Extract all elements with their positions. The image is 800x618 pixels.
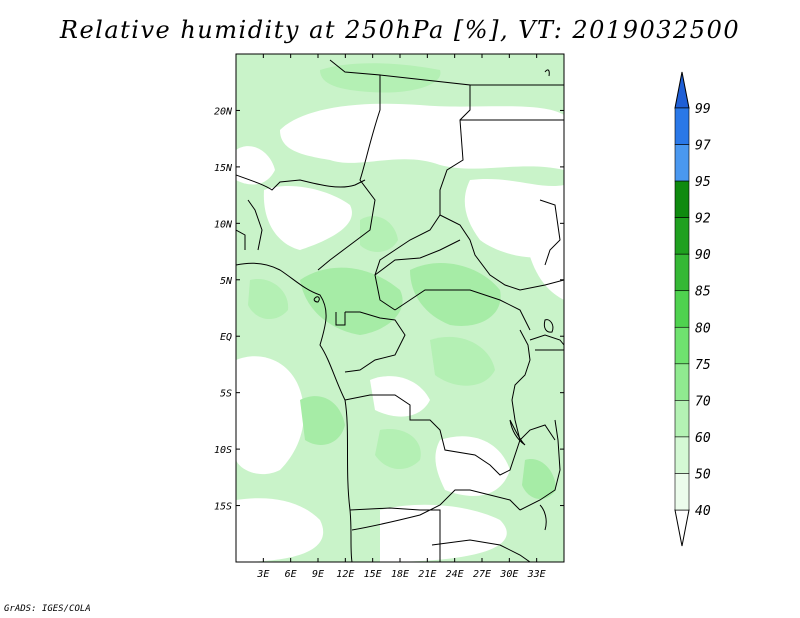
- credit-label: GrADS: IGES/COLA: [4, 604, 91, 614]
- moist-region: [410, 262, 501, 326]
- moist-region: [430, 336, 495, 386]
- colorbar-arrow-bottom: [674, 509, 690, 547]
- colorbar-level-label: 97: [695, 139, 711, 154]
- chart-title: Relative humidity at 250hPa [%], VT: 201…: [59, 16, 741, 44]
- lon-tick-label: 21E: [418, 569, 436, 580]
- colorbar-segment: [674, 473, 690, 511]
- coastline: [236, 262, 353, 562]
- colorbar-segment: [674, 363, 690, 401]
- colorbar-arrow-top: [674, 71, 690, 109]
- latitude-axis: 20N 15N 10N 5N EQ 5S 10S 15S: [214, 106, 564, 513]
- colorbar-level-label: 60: [695, 431, 711, 446]
- moist-region: [248, 279, 289, 320]
- colorbar-segment: [674, 400, 690, 438]
- colorbar-level-label: 95: [695, 175, 711, 190]
- colorbar-segment: [674, 217, 690, 255]
- lon-tick-label: 3E: [256, 569, 269, 580]
- lon-tick-label: 24E: [446, 569, 464, 580]
- colorbar-segment: [674, 144, 690, 182]
- border: [349, 507, 441, 562]
- border: [519, 419, 561, 511]
- lon-tick-label: 12E: [336, 569, 354, 580]
- border: [236, 174, 366, 191]
- lon-tick-label: 27E: [473, 569, 491, 580]
- lat-tick-label: 10N: [214, 219, 233, 230]
- colorbar-level-label: 92: [695, 212, 711, 227]
- border: [247, 199, 263, 251]
- moist-region: [522, 459, 556, 500]
- dry-region: [263, 185, 352, 250]
- dry-region: [236, 146, 275, 185]
- lat-tick-label: 10S: [214, 445, 232, 456]
- lon-tick-label: 9E: [312, 569, 324, 580]
- lat-tick-label: 15S: [214, 502, 232, 513]
- border: [511, 329, 531, 441]
- lon-tick-label: 30E: [499, 569, 518, 580]
- border: [317, 59, 381, 271]
- lat-tick-label: EQ: [220, 332, 232, 343]
- dry-region: [236, 356, 304, 475]
- borders-layer: [236, 59, 564, 562]
- lat-tick-label: 20N: [214, 106, 233, 117]
- moist-region: [360, 216, 398, 252]
- colorbar-segment: [674, 290, 690, 328]
- dry-region: [236, 498, 324, 562]
- colorbar-segment: [674, 326, 690, 365]
- dry-region: [520, 198, 564, 300]
- border: [539, 199, 561, 266]
- dry-region: [380, 504, 507, 562]
- colorbar-level-label: 90: [695, 248, 711, 263]
- colorbar-level-label: 99: [695, 102, 711, 117]
- lon-tick-label: 6E: [285, 569, 297, 580]
- colorbar-segment: [674, 107, 690, 145]
- coastline-east: [544, 69, 550, 77]
- colorbar-level-label: 85: [695, 285, 711, 300]
- lake: [543, 319, 554, 333]
- colorbar-level-label: 40: [695, 504, 711, 519]
- colorbar-level-label: 80: [695, 321, 711, 336]
- border: [374, 239, 461, 276]
- moist-region: [300, 396, 345, 445]
- border: [335, 312, 346, 326]
- colorbar-segment: [674, 180, 690, 218]
- colorbar-segment: [674, 253, 690, 292]
- longitude-axis: 3E 6E 9E 12E 15E 18E 21E 24E 27E 30E 33E: [256, 54, 546, 580]
- lon-tick-label: 33E: [527, 569, 546, 580]
- lon-tick-label: 18E: [391, 569, 409, 580]
- lake: [509, 419, 526, 446]
- humidity-fill-layer: [236, 54, 564, 562]
- colorbar: 99 97 95 92 90 85 80 75 70 60 50 40: [674, 71, 711, 547]
- dry-region: [370, 376, 430, 417]
- border: [431, 539, 531, 562]
- colorbar-segment: [674, 436, 690, 474]
- lake: [539, 504, 547, 531]
- border: [529, 334, 564, 346]
- colorbar-level-label: 75: [695, 358, 711, 373]
- island: [313, 296, 320, 303]
- border: [344, 311, 406, 373]
- border: [351, 489, 521, 531]
- border: [439, 214, 564, 291]
- colorbar-level-label: 70: [695, 394, 711, 409]
- lat-tick-label: 5N: [220, 276, 233, 287]
- lat-tick-label: 15N: [214, 163, 233, 174]
- border: [344, 394, 556, 476]
- moist-region: [375, 429, 421, 470]
- colorbar-level-label: 50: [695, 467, 711, 482]
- border: [394, 289, 531, 331]
- lat-tick-label: 5S: [220, 389, 232, 400]
- border: [236, 229, 246, 250]
- lon-tick-label: 15E: [364, 569, 382, 580]
